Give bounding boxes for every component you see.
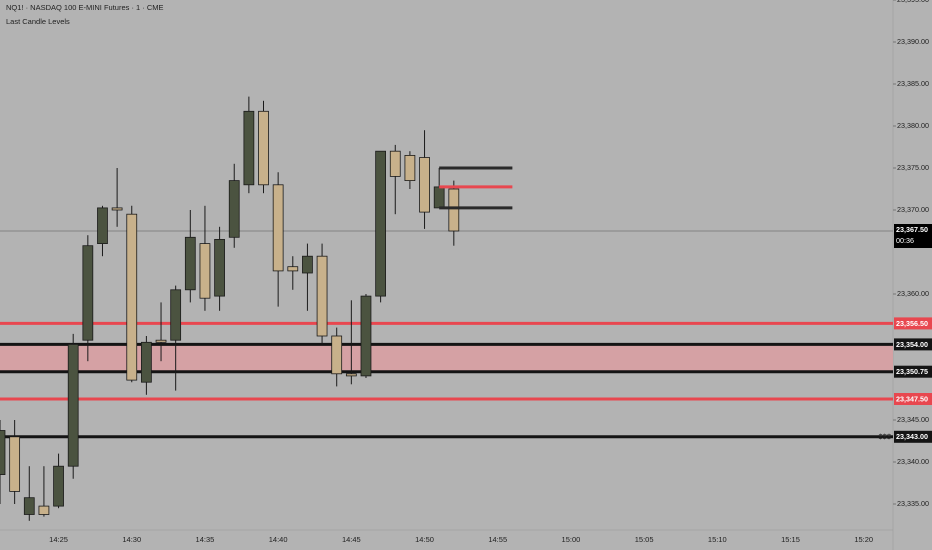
candle-body bbox=[111, 207, 123, 211]
candle-body bbox=[199, 243, 211, 299]
candle-body bbox=[170, 289, 182, 341]
price-label-bg bbox=[894, 224, 932, 248]
candle-body bbox=[67, 343, 79, 467]
x-tick-label: 14:40 bbox=[269, 535, 288, 544]
candle-body bbox=[141, 341, 152, 383]
price-label: 23,356.50 bbox=[896, 319, 928, 328]
x-tick-label: 15:15 bbox=[781, 535, 800, 544]
chart-title: NQ1! · NASDAQ 100 E-MINI Futures · 1 · C… bbox=[6, 3, 164, 12]
candle-body bbox=[228, 180, 240, 238]
price-label: 23,343.00 bbox=[896, 432, 928, 441]
y-tick-label: 23,370.00 bbox=[897, 205, 929, 214]
x-tick-label: 15:10 bbox=[708, 535, 727, 544]
candle-body bbox=[82, 245, 94, 341]
price-label-bg bbox=[894, 317, 932, 330]
candle-body bbox=[243, 110, 255, 186]
level-tag: $$$ bbox=[878, 432, 891, 441]
candle-body bbox=[316, 255, 328, 337]
price-label-bg bbox=[894, 338, 932, 351]
candle-body bbox=[38, 505, 50, 515]
price-label-bg bbox=[894, 365, 932, 378]
y-tick-label: 23,335.00 bbox=[897, 499, 929, 508]
candle-body bbox=[389, 150, 401, 177]
price-label: 23,367.50 bbox=[896, 225, 928, 234]
price-label: 23,354.00 bbox=[896, 340, 928, 349]
candle-body bbox=[53, 465, 64, 507]
x-tick-label: 14:50 bbox=[415, 535, 434, 544]
x-tick-label: 14:35 bbox=[196, 535, 215, 544]
x-tick-label: 15:00 bbox=[562, 535, 581, 544]
candle-body bbox=[287, 266, 299, 272]
candle-body bbox=[302, 255, 313, 274]
x-tick-label: 15:20 bbox=[854, 535, 873, 544]
countdown: 00:36 bbox=[896, 236, 914, 245]
candle-body bbox=[258, 110, 269, 186]
y-tick-label: 23,385.00 bbox=[897, 79, 929, 88]
candle-body bbox=[448, 188, 460, 232]
candle-body bbox=[375, 150, 387, 297]
y-tick-label: 23,360.00 bbox=[897, 289, 929, 298]
price-label-bg bbox=[894, 393, 932, 405]
candle-body bbox=[184, 236, 196, 291]
y-tick-label: 23,340.00 bbox=[897, 457, 929, 466]
candle-body bbox=[97, 207, 108, 244]
candle-body bbox=[155, 339, 167, 343]
candle-body bbox=[0, 430, 6, 475]
y-tick-label: 23,380.00 bbox=[897, 121, 929, 130]
x-tick-label: 14:45 bbox=[342, 535, 361, 544]
y-tick-label: 23,390.00 bbox=[897, 37, 929, 46]
y-tick-label: 23,375.00 bbox=[897, 163, 929, 172]
candle-body bbox=[126, 213, 138, 381]
candle-body bbox=[433, 186, 445, 209]
candle-body bbox=[345, 373, 357, 377]
y-tick-label: 23,395.00 bbox=[897, 0, 929, 4]
candle-body bbox=[9, 436, 21, 492]
candle-body bbox=[272, 184, 284, 272]
x-tick-label: 14:55 bbox=[488, 535, 507, 544]
y-tick-label: 23,345.00 bbox=[897, 415, 929, 424]
candle-body bbox=[360, 295, 372, 377]
price-label: 23,350.75 bbox=[896, 367, 928, 376]
price-label: 23,347.50 bbox=[896, 394, 928, 403]
candle-body bbox=[23, 497, 35, 515]
x-tick-label: 15:05 bbox=[635, 535, 654, 544]
candle-body bbox=[331, 335, 343, 375]
candle-body bbox=[419, 157, 430, 213]
candle-body bbox=[404, 154, 416, 181]
x-tick-label: 14:25 bbox=[49, 535, 68, 544]
indicator-name: Last Candle Levels bbox=[6, 17, 70, 26]
x-tick-label: 14:30 bbox=[122, 535, 141, 544]
price-label-bg bbox=[894, 430, 932, 443]
candle-body bbox=[214, 238, 225, 297]
